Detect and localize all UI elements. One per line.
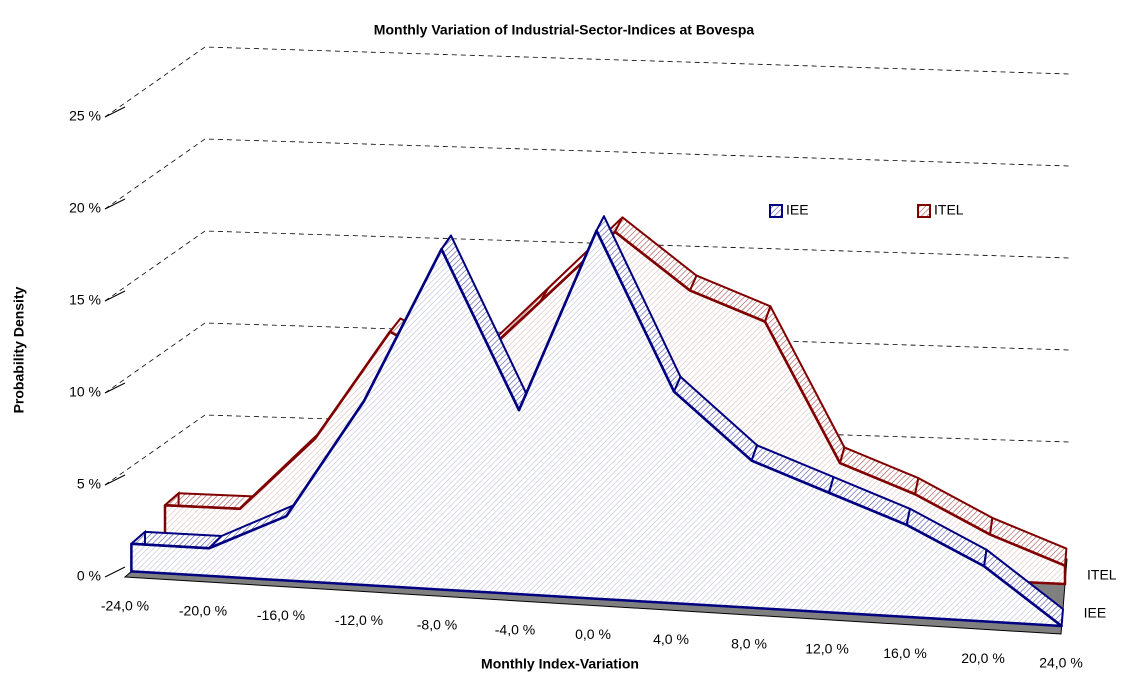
x-tick-label: -16,0 % bbox=[257, 607, 305, 623]
y-tick-label: 10 % bbox=[69, 384, 101, 400]
area-line bbox=[131, 229, 1063, 627]
y-tick bbox=[104, 198, 126, 210]
x-tick-label: -4,0 % bbox=[495, 621, 535, 637]
grid-line bbox=[104, 322, 1070, 394]
grid-line bbox=[104, 46, 1070, 118]
x-tick-label: 4,0 % bbox=[653, 631, 689, 647]
x-tick-label: 16,0 % bbox=[883, 645, 927, 661]
y-tick bbox=[104, 382, 126, 394]
y-tick-label: 15 % bbox=[69, 292, 101, 308]
x-tick-label: -8,0 % bbox=[417, 617, 457, 633]
legend-label: ITEL bbox=[934, 202, 964, 218]
x-tick-label: 20,0 % bbox=[961, 650, 1005, 666]
legend-label: IEE bbox=[786, 202, 809, 218]
y-tick-label: 20 % bbox=[69, 200, 101, 216]
area-line bbox=[164, 230, 1066, 567]
y-tick-label: 0 % bbox=[77, 568, 101, 584]
x-tick-label: -20,0 % bbox=[179, 602, 227, 618]
legend-swatch bbox=[917, 204, 931, 218]
x-axis-label: Monthly Index-Variation bbox=[481, 656, 639, 672]
grid-line bbox=[104, 414, 1070, 486]
y-tick bbox=[104, 566, 126, 578]
legend-swatch bbox=[769, 204, 783, 218]
y-tick-label: 25 % bbox=[69, 108, 101, 124]
x-tick-label: 24,0 % bbox=[1039, 655, 1083, 671]
y-axis-label: Probability Density bbox=[11, 286, 27, 413]
area-face bbox=[130, 229, 1063, 628]
grid-line bbox=[104, 230, 1070, 302]
y-tick bbox=[104, 290, 126, 302]
y-tick bbox=[104, 474, 126, 486]
x-tick-label: -12,0 % bbox=[335, 612, 383, 628]
x-tick-label: -24,0 % bbox=[101, 598, 149, 614]
depth-label: ITEL bbox=[1087, 567, 1117, 583]
y-tick-label: 5 % bbox=[77, 476, 101, 492]
x-tick-label: 12,0 % bbox=[805, 640, 849, 656]
x-tick-label: 0,0 % bbox=[575, 626, 611, 642]
x-tick-label: 8,0 % bbox=[731, 636, 767, 652]
chart-title: Monthly Variation of Industrial-Sector-I… bbox=[374, 22, 755, 38]
y-tick bbox=[104, 106, 126, 118]
depth-label: IEE bbox=[1084, 605, 1107, 621]
grid-line bbox=[104, 138, 1070, 210]
